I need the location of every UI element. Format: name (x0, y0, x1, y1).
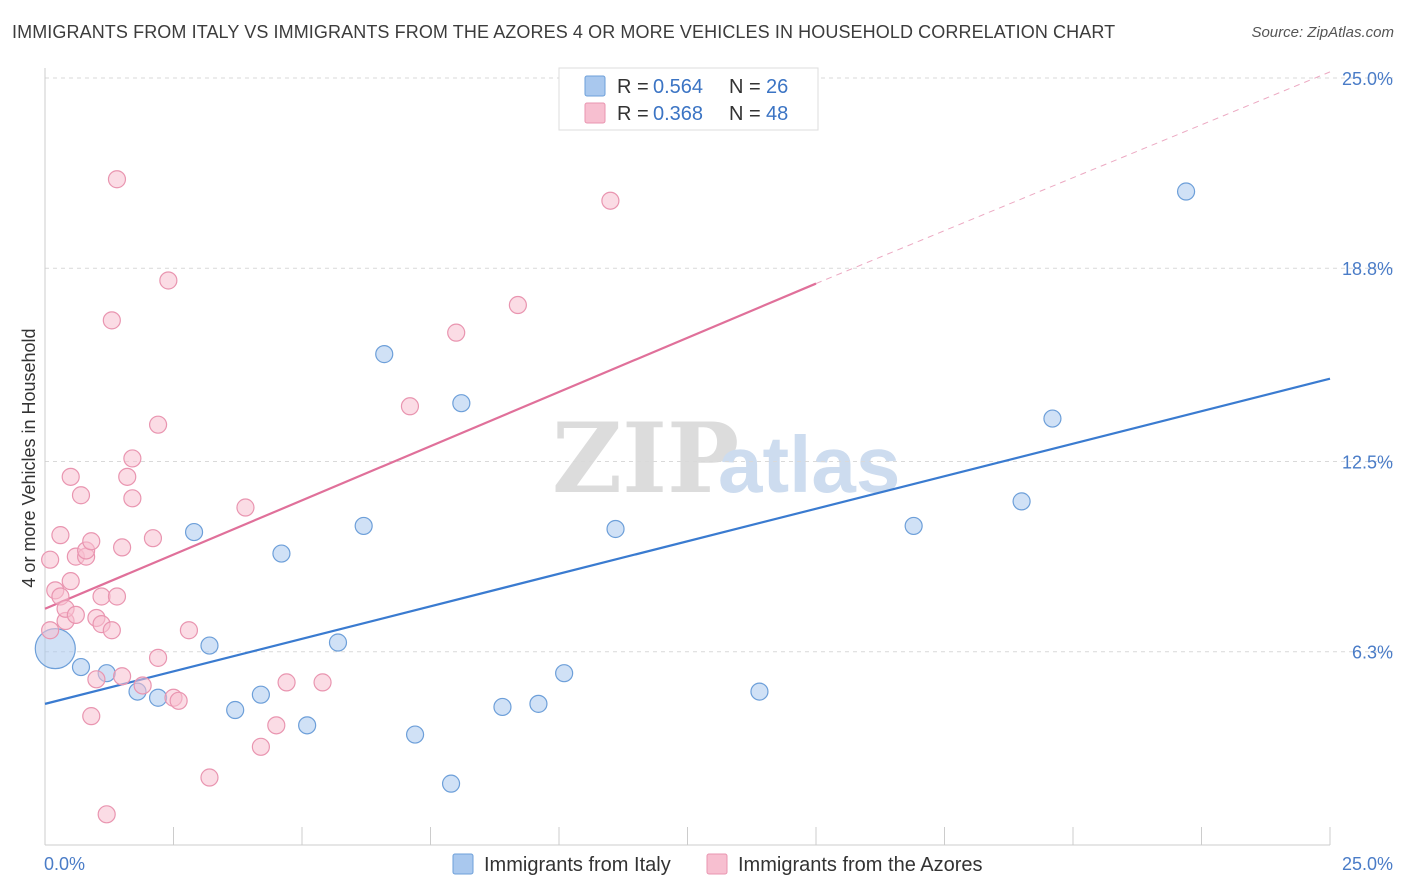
azores-point-22 (102, 621, 121, 640)
y-tick-label-3: 25.0% (1342, 69, 1393, 89)
legend-swatch-italy (584, 75, 606, 97)
italy-point-17 (493, 697, 512, 717)
azores-point-26 (112, 667, 132, 686)
azores-point-7 (61, 572, 80, 591)
chart-title: IMMIGRANTS FROM ITALY VS IMMIGRANTS FROM… (12, 22, 1116, 42)
bottom-legend: Immigrants from Italy Immigrants from th… (452, 853, 983, 876)
azores-point-25 (112, 538, 132, 557)
x-tick-label-max: 25.0% (1342, 854, 1393, 874)
italy-point-25 (1176, 182, 1196, 201)
azores-point-27 (118, 467, 137, 486)
azores-point-16 (87, 670, 106, 689)
azores-point-37 (179, 621, 199, 640)
italy-point-11 (328, 633, 348, 652)
bottom-legend-italy: Immigrants from Italy (484, 854, 671, 876)
y-tick-labels: 6.3% 12.5% 18.8% 25.0% (1342, 69, 1393, 663)
italy-point-1 (71, 657, 91, 677)
trend-lines (44, 71, 1331, 705)
azores-point-32 (148, 415, 168, 434)
italy-point-24 (1043, 409, 1062, 428)
azores-point-8 (61, 467, 80, 486)
italy-point-5 (184, 522, 204, 542)
watermark-atlas: atlas (718, 420, 900, 509)
azores-point-21 (102, 311, 121, 330)
azores-point-40 (251, 737, 270, 756)
azores-point-46 (508, 295, 527, 315)
watermark: ZIP atlas (552, 402, 900, 515)
italy-point-19 (555, 664, 574, 683)
azores-point-34 (159, 271, 178, 290)
azores-point-20 (97, 805, 116, 824)
italy-point-14 (405, 725, 425, 744)
azores-point-14 (82, 707, 101, 726)
italy-point-12 (354, 516, 373, 536)
italy-point-18 (529, 694, 548, 713)
azores-point-18 (92, 587, 111, 606)
gridlines (45, 77, 1393, 653)
italy-point-10 (298, 716, 317, 735)
azores-point-11 (71, 486, 91, 505)
azores-point-33 (148, 648, 168, 667)
legend-azores-r-label: R = (617, 103, 649, 125)
azores-point-41 (267, 716, 286, 735)
azores-point-36 (169, 691, 188, 710)
y-axis-label: 4 or more Vehicles in Household (19, 328, 39, 587)
legend-azores-r-value: 0.368 (653, 103, 703, 125)
azores-point-45 (447, 323, 466, 342)
italy-point-20 (606, 519, 625, 539)
source-credit: Source: ZipAtlas.com (1251, 24, 1394, 41)
italy-trend-line (44, 377, 1331, 705)
data-points (34, 170, 1196, 824)
azores-point-38 (200, 768, 219, 787)
azores-point-9 (66, 605, 85, 625)
azores-trend-line (44, 282, 817, 610)
azores-point-43 (313, 673, 332, 692)
legend-italy-r-label: R = (617, 76, 649, 98)
italy-point-23 (1012, 492, 1031, 511)
azores-point-1 (41, 621, 60, 640)
azores-point-3 (51, 526, 70, 545)
italy-point-21 (750, 682, 769, 701)
italy-point-13 (375, 345, 394, 364)
italy-point-15 (441, 774, 461, 793)
azores-point-29 (123, 449, 142, 468)
azores-point-39 (236, 498, 255, 517)
italy-point-4 (148, 688, 168, 707)
y-tick-label-1: 12.5% (1342, 453, 1393, 473)
italy-point-22 (904, 516, 923, 536)
legend-azores-n-label: N = (729, 103, 761, 125)
azores-point-15 (82, 532, 101, 551)
legend-azores-n-value: 48 (766, 103, 788, 125)
bottom-legend-swatch-azores (706, 853, 728, 875)
azores-point-44 (400, 397, 420, 416)
y-tick-label-2: 18.8% (1342, 259, 1393, 279)
azores-point-24 (107, 170, 127, 189)
legend: R = 0.564 N = 26 R = 0.368 N = 48 (558, 67, 819, 131)
axes (44, 68, 1331, 846)
azores-point-28 (123, 489, 142, 508)
azores-point-0 (41, 550, 60, 569)
azores-point-23 (107, 587, 127, 606)
azores-point-30 (133, 676, 152, 695)
azores-point-31 (143, 529, 163, 548)
italy-point-7 (226, 700, 245, 720)
azores-trend-extension (815, 71, 1331, 285)
azores-point-42 (277, 673, 296, 692)
italy-point-9 (272, 544, 291, 563)
legend-italy-r-value: 0.564 (653, 76, 703, 98)
italy-point-16 (452, 394, 471, 413)
legend-swatch-azores (584, 102, 606, 124)
azores-point-47 (601, 191, 620, 210)
bottom-legend-azores: Immigrants from the Azores (738, 854, 983, 876)
watermark-zip: ZIP (552, 402, 739, 515)
italy-point-6 (200, 636, 219, 655)
legend-italy-n-label: N = (729, 76, 761, 98)
x-tick-label-min: 0.0% (44, 854, 85, 874)
bottom-legend-swatch-italy (452, 853, 474, 875)
italy-point-8 (251, 685, 270, 704)
y-tick-label-0: 6.3% (1352, 643, 1393, 663)
legend-italy-n-value: 26 (766, 76, 788, 98)
